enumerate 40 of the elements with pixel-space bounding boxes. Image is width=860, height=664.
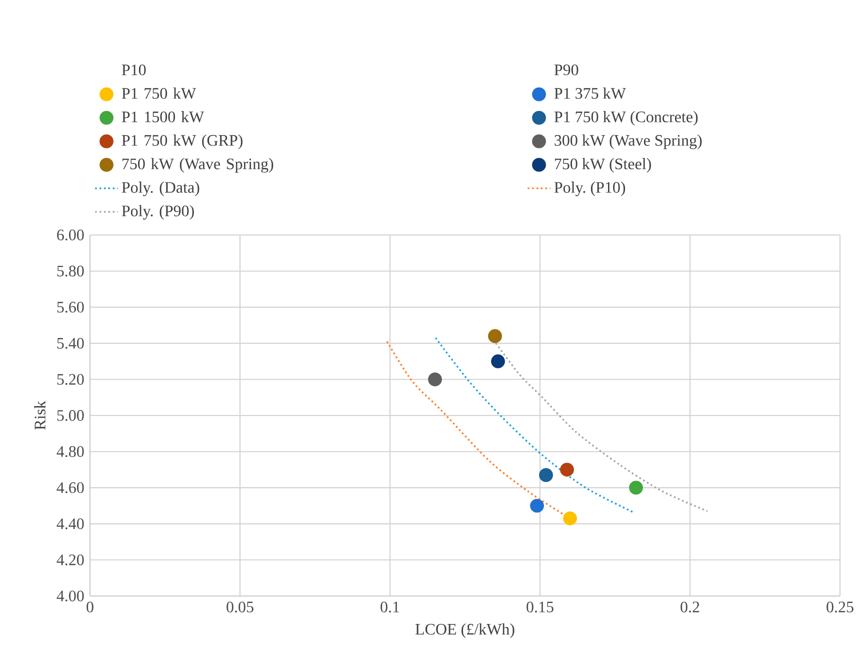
legend-label: 750 kW (Steel) (554, 158, 651, 173)
y-tick-label: 4.20 (56, 554, 84, 566)
point (491, 354, 505, 368)
y-tick-label: 4.00 (56, 590, 84, 602)
y-tick-label: 6.00 (57, 230, 84, 240)
y-axis-title: Risk (34, 400, 46, 430)
legend-label: Poly. (P10) (554, 182, 626, 196)
point (563, 511, 577, 526)
y-tick-label: 4.80 (56, 446, 84, 458)
x-tick-label: 0 (86, 602, 94, 612)
x-tick-label: 0.1 (380, 602, 400, 612)
point (428, 372, 442, 386)
legend-label: P1 375 kW (554, 88, 626, 99)
point (560, 462, 574, 477)
text: P90 (554, 64, 578, 76)
y-tick-label: 5.60 (57, 302, 84, 313)
x-axis-title: LCOE (£/kWh) (415, 623, 514, 638)
legend-label: P1 1500 kW (122, 111, 204, 122)
legend-label: Poly. (Data) (122, 182, 200, 196)
legend-label: P1 750 kW (GRP) (122, 134, 242, 150)
legend-label: Poly. (P90) (122, 205, 194, 220)
y-tick-label: 5.40 (57, 338, 84, 349)
point (530, 498, 544, 513)
y-tick-label: 5.20 (57, 374, 84, 385)
y-tick-label: 4.40 (56, 518, 84, 530)
legend-label: P1 750 kW (122, 88, 196, 99)
legend-label: 300 kW (Wave Spring) (554, 134, 702, 150)
text: P10 (122, 64, 146, 76)
x-tick-label: 0.25 (826, 602, 854, 612)
y-tick-label: 4.60 (56, 482, 84, 494)
y-tick-label: 5.80 (57, 266, 84, 277)
x-tick-label: 0.15 (526, 602, 554, 612)
point (629, 480, 643, 495)
point (488, 329, 502, 344)
point (539, 468, 553, 482)
x-tick-label: 0.2 (680, 602, 700, 612)
x-tick-label: 0.05 (226, 602, 254, 612)
legend-label: 750 kW (Wave Spring) (122, 158, 274, 173)
legend-label: P1 750 kW (Concrete) (554, 111, 698, 126)
y-tick-label: 5.00 (57, 410, 84, 421)
